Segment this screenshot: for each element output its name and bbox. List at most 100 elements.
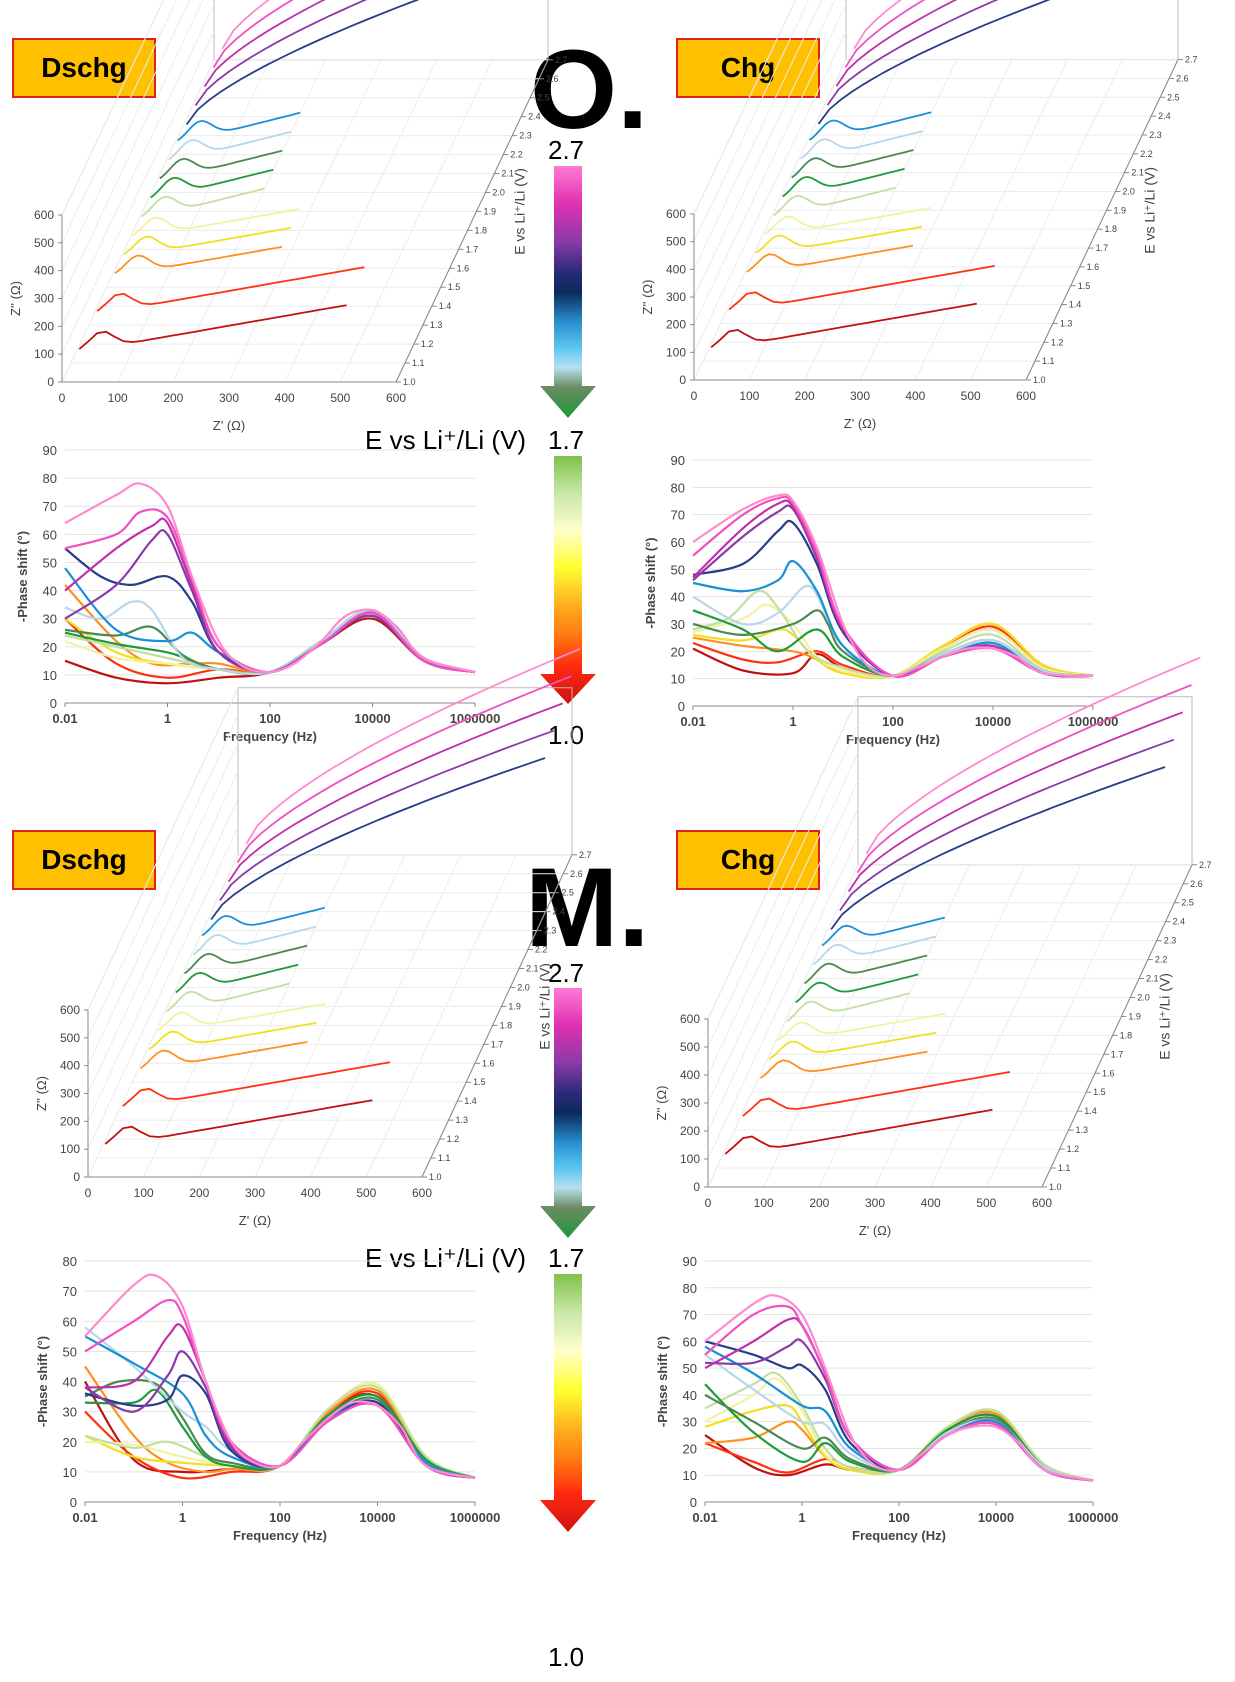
y-axis-label: -Phase shift (°) bbox=[643, 537, 658, 628]
nyquist-curve bbox=[236, 675, 572, 864]
z-axis-label: E vs Li⁺/Li (V) bbox=[536, 963, 552, 1050]
nyquist-curve bbox=[166, 982, 290, 1013]
z-tick-label: 2.6 bbox=[1176, 73, 1189, 83]
nyquist-curve bbox=[227, 702, 564, 883]
nyquist-curve bbox=[194, 0, 368, 107]
y-tick-label: 10 bbox=[43, 668, 57, 683]
nyquist-curve bbox=[800, 130, 923, 160]
z-tick-label: 1.9 bbox=[483, 206, 496, 216]
bode-series-line bbox=[84, 1374, 476, 1479]
y-tick-label: 20 bbox=[683, 1441, 697, 1456]
floor-grid bbox=[930, 864, 1082, 1188]
x-axis-label: Frequency (Hz) bbox=[846, 732, 940, 747]
colorbar-title-m: E vs Li⁺/Li (V) bbox=[365, 1243, 527, 1273]
nyquist-curve bbox=[755, 225, 923, 254]
y-tick-label: 50 bbox=[43, 555, 57, 570]
z-tick-label: 1.1 bbox=[1058, 1163, 1071, 1173]
y-axis-label: Z'' (Ω) bbox=[8, 281, 23, 316]
wall-grid bbox=[61, 3, 215, 327]
nyquist-curve bbox=[212, 0, 294, 69]
z-tick-label: 2.1 bbox=[501, 169, 514, 179]
x-tick-label: 100 bbox=[269, 1510, 291, 1525]
x-tick-label: 500 bbox=[976, 1196, 996, 1210]
wall-grid bbox=[707, 864, 859, 1188]
z-tick-label: 1.1 bbox=[438, 1153, 451, 1163]
y-tick-label: 60 bbox=[63, 1314, 77, 1329]
y-tick-label: 90 bbox=[43, 443, 57, 458]
y-tick-label: 80 bbox=[683, 1281, 697, 1296]
x-tick-label: 10000 bbox=[975, 714, 1011, 729]
z-tick-label: 1.8 bbox=[500, 1020, 513, 1030]
wall-grid bbox=[87, 798, 239, 1122]
y-tick-label: 0 bbox=[693, 1180, 700, 1194]
z-tick-label: 1.9 bbox=[1113, 205, 1126, 215]
z-tick-label: 1.3 bbox=[1060, 318, 1073, 328]
x-tick-label: 10000 bbox=[359, 1510, 395, 1525]
z-tick-label: 2.2 bbox=[535, 945, 548, 955]
z-tick-label: 1.0 bbox=[429, 1172, 442, 1182]
z-tick-label: 1.4 bbox=[1069, 300, 1082, 310]
y-tick-label: 500 bbox=[680, 1040, 700, 1054]
z-tick-label: 2.7 bbox=[1199, 860, 1212, 870]
y-tick-label: 50 bbox=[683, 1361, 697, 1376]
bode-series-line bbox=[704, 1294, 1094, 1482]
bode-series-line bbox=[692, 603, 1094, 679]
nyquist-curve bbox=[777, 1012, 946, 1042]
y-tick-label: 300 bbox=[666, 290, 686, 304]
z-axis bbox=[395, 59, 549, 383]
wall-grid bbox=[707, 780, 859, 1104]
nyquist-curve bbox=[791, 149, 914, 179]
bode-series-line bbox=[84, 1388, 476, 1479]
nyquist-curve bbox=[219, 729, 555, 902]
x-tick-label: 0 bbox=[85, 1186, 92, 1200]
nyquist-curve bbox=[835, 0, 958, 87]
y-tick-label: 10 bbox=[63, 1465, 77, 1480]
colorbar-bot-min-m: 1.0 bbox=[548, 1642, 585, 1672]
z-tick-label: 2.6 bbox=[546, 74, 559, 84]
y-tick-label: 20 bbox=[43, 640, 57, 655]
z-tick-label: 1.3 bbox=[455, 1115, 468, 1125]
z-axis bbox=[1041, 864, 1193, 1188]
y-tick-label: 80 bbox=[63, 1254, 77, 1269]
y-tick-label: 200 bbox=[666, 318, 686, 332]
wall-grid bbox=[61, 59, 215, 383]
z-tick-label: 2.2 bbox=[510, 150, 523, 160]
y-tick-label: 0 bbox=[679, 373, 686, 387]
z-tick-label: 2.3 bbox=[544, 926, 557, 936]
z-tick-label: 1.2 bbox=[1051, 337, 1064, 347]
x-tick-label: 0.01 bbox=[680, 714, 705, 729]
y-tick-label: 600 bbox=[666, 207, 686, 221]
z-tick-label: 1.4 bbox=[439, 301, 452, 311]
wall-grid bbox=[707, 752, 859, 1076]
y-tick-label: 50 bbox=[671, 562, 685, 577]
x-tick-label: 500 bbox=[961, 389, 981, 403]
nyquist-curve bbox=[185, 0, 420, 126]
chg-label: Chg bbox=[720, 52, 776, 83]
floor-grid bbox=[763, 864, 915, 1188]
y-tick-label: 300 bbox=[34, 292, 54, 306]
y-tick-label: 200 bbox=[680, 1124, 700, 1138]
nyquist-curve bbox=[139, 1041, 308, 1070]
z-axis-label: E vs Li⁺/Li (V) bbox=[1156, 973, 1172, 1060]
y-tick-label: 600 bbox=[680, 1012, 700, 1026]
x-tick-label: 1 bbox=[798, 1510, 805, 1525]
z-tick-label: 1.7 bbox=[466, 244, 479, 254]
section-label-m: M. bbox=[525, 845, 650, 970]
floor-grid bbox=[365, 854, 517, 1178]
x-axis-label: Frequency (Hz) bbox=[852, 1528, 946, 1543]
y-axis-label: Z'' (Ω) bbox=[640, 280, 655, 315]
z-tick-label: 1.8 bbox=[1120, 1030, 1133, 1040]
x-tick-label: 0 bbox=[705, 1196, 712, 1210]
y-tick-label: 400 bbox=[60, 1059, 80, 1073]
y-tick-label: 100 bbox=[34, 347, 54, 361]
bode-series-line bbox=[692, 589, 1094, 678]
z-tick-label: 1.6 bbox=[1087, 262, 1100, 272]
y-tick-label: 300 bbox=[680, 1096, 700, 1110]
y-tick-label: 100 bbox=[680, 1152, 700, 1166]
z-tick-label: 1.1 bbox=[1042, 356, 1055, 366]
x-axis-label: Z' (Ω) bbox=[859, 1223, 891, 1238]
floor-grid bbox=[254, 854, 406, 1178]
wall-grid bbox=[87, 715, 239, 1039]
colorbar-top-max-m: 2.7 bbox=[548, 958, 585, 988]
z-tick-label: 2.7 bbox=[555, 55, 568, 65]
